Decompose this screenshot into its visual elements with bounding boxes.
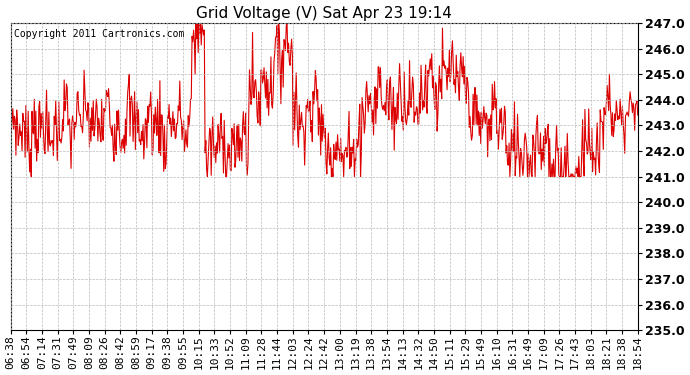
Text: Copyright 2011 Cartronics.com: Copyright 2011 Cartronics.com: [14, 29, 184, 39]
Title: Grid Voltage (V) Sat Apr 23 19:14: Grid Voltage (V) Sat Apr 23 19:14: [196, 6, 452, 21]
